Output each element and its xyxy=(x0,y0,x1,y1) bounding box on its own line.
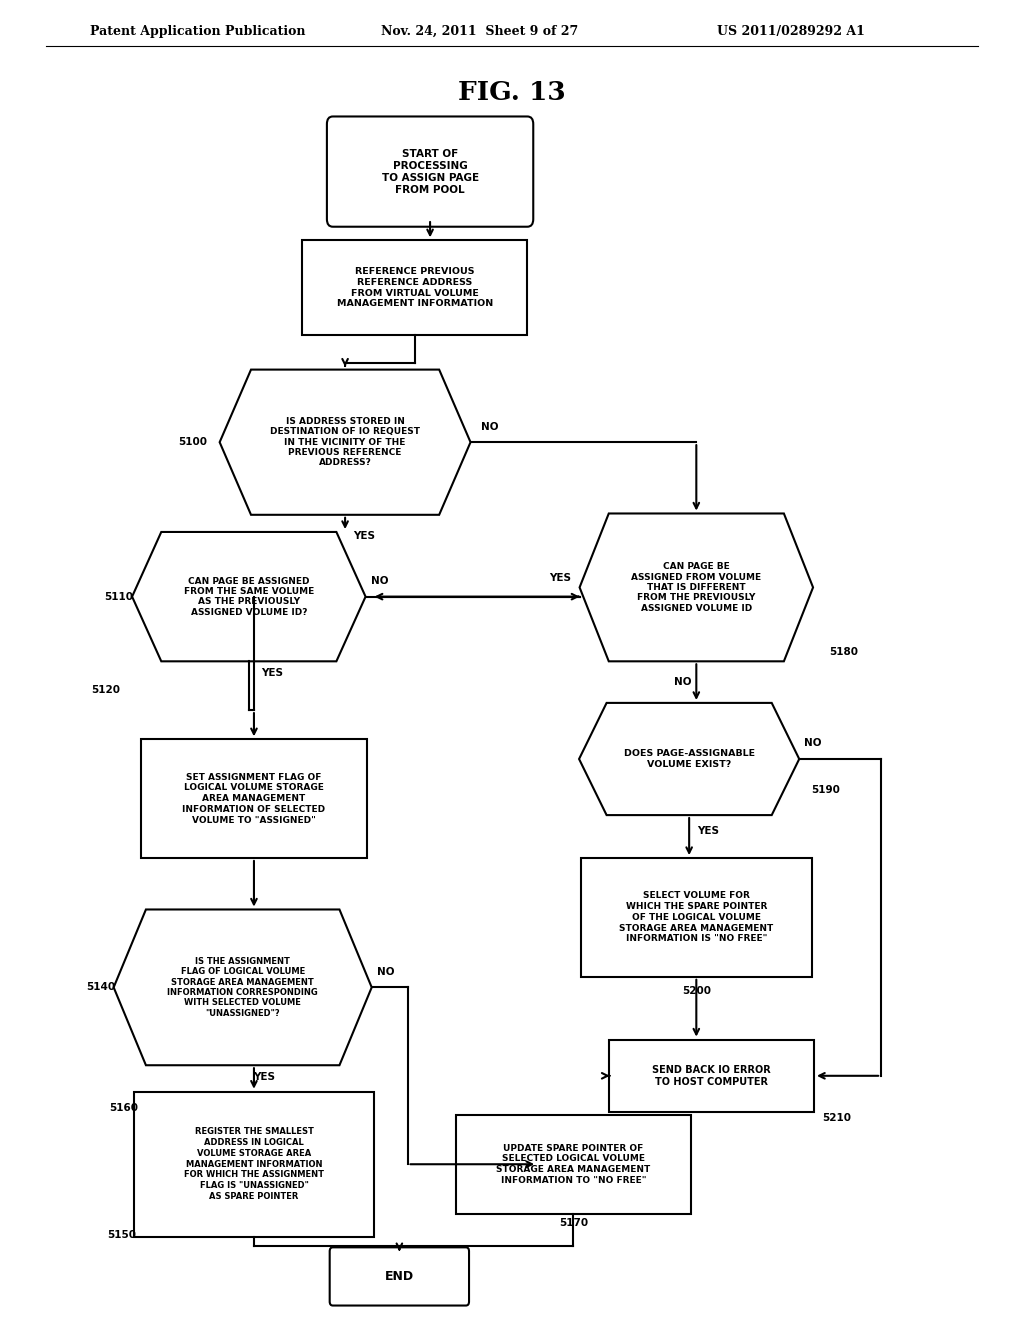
Text: 5170: 5170 xyxy=(559,1218,588,1229)
Bar xyxy=(141,739,367,858)
Text: NO: NO xyxy=(371,576,388,586)
FancyBboxPatch shape xyxy=(327,116,534,227)
Text: 5200: 5200 xyxy=(682,986,711,997)
Text: 5190: 5190 xyxy=(811,785,840,796)
Text: 5110: 5110 xyxy=(104,591,133,602)
Text: SEND BACK IO ERROR
TO HOST COMPUTER: SEND BACK IO ERROR TO HOST COMPUTER xyxy=(652,1065,771,1086)
Text: START OF
PROCESSING
TO ASSIGN PAGE
FROM POOL: START OF PROCESSING TO ASSIGN PAGE FROM … xyxy=(382,149,478,194)
Text: 5140: 5140 xyxy=(87,982,116,993)
Text: NO: NO xyxy=(377,966,394,977)
Text: 5150: 5150 xyxy=(108,1230,136,1241)
Text: NO: NO xyxy=(481,421,499,432)
Text: 5210: 5210 xyxy=(822,1113,851,1123)
Text: DOES PAGE-ASSIGNABLE
VOLUME EXIST?: DOES PAGE-ASSIGNABLE VOLUME EXIST? xyxy=(624,750,755,768)
Text: US 2011/0289292 A1: US 2011/0289292 A1 xyxy=(717,25,864,38)
Bar xyxy=(456,1114,691,1214)
Text: Patent Application Publication: Patent Application Publication xyxy=(90,25,305,38)
Bar xyxy=(302,240,527,335)
Text: UPDATE SPARE POINTER OF
SELECTED LOGICAL VOLUME
STORAGE AREA MANAGEMENT
INFORMAT: UPDATE SPARE POINTER OF SELECTED LOGICAL… xyxy=(497,1143,650,1185)
Bar xyxy=(133,1092,375,1237)
Polygon shape xyxy=(114,909,372,1065)
FancyBboxPatch shape xyxy=(330,1247,469,1305)
Text: YES: YES xyxy=(353,531,375,541)
Polygon shape xyxy=(132,532,366,661)
Text: 5120: 5120 xyxy=(91,685,120,696)
Text: NO: NO xyxy=(674,677,691,688)
Text: 5100: 5100 xyxy=(178,437,207,447)
Bar xyxy=(609,1040,814,1111)
Text: 5160: 5160 xyxy=(110,1102,138,1113)
Text: Nov. 24, 2011  Sheet 9 of 27: Nov. 24, 2011 Sheet 9 of 27 xyxy=(381,25,579,38)
Text: SET ASSIGNMENT FLAG OF
LOGICAL VOLUME STORAGE
AREA MANAGEMENT
INFORMATION OF SEL: SET ASSIGNMENT FLAG OF LOGICAL VOLUME ST… xyxy=(182,772,326,825)
Text: CAN PAGE BE
ASSIGNED FROM VOLUME
THAT IS DIFFERENT
FROM THE PREVIOUSLY
ASSIGNED : CAN PAGE BE ASSIGNED FROM VOLUME THAT IS… xyxy=(631,562,762,612)
Text: YES: YES xyxy=(253,1072,274,1082)
Text: 5180: 5180 xyxy=(829,647,858,657)
Text: FIG. 13: FIG. 13 xyxy=(458,81,566,104)
Polygon shape xyxy=(220,370,471,515)
Text: YES: YES xyxy=(550,573,571,583)
Text: IS ADDRESS STORED IN
DESTINATION OF IO REQUEST
IN THE VICINITY OF THE
PREVIOUS R: IS ADDRESS STORED IN DESTINATION OF IO R… xyxy=(270,417,420,467)
Bar xyxy=(582,858,811,977)
Text: YES: YES xyxy=(261,668,283,678)
Polygon shape xyxy=(580,704,800,814)
Polygon shape xyxy=(580,513,813,661)
Text: END: END xyxy=(385,1270,414,1283)
Text: REGISTER THE SMALLEST
ADDRESS IN LOGICAL
VOLUME STORAGE AREA
MANAGEMENT INFORMAT: REGISTER THE SMALLEST ADDRESS IN LOGICAL… xyxy=(184,1127,324,1201)
Text: SELECT VOLUME FOR
WHICH THE SPARE POINTER
OF THE LOGICAL VOLUME
STORAGE AREA MAN: SELECT VOLUME FOR WHICH THE SPARE POINTE… xyxy=(620,891,773,944)
Text: NO: NO xyxy=(805,738,822,748)
Text: IS THE ASSIGNMENT
FLAG OF LOGICAL VOLUME
STORAGE AREA MANAGEMENT
INFORMATION COR: IS THE ASSIGNMENT FLAG OF LOGICAL VOLUME… xyxy=(167,957,318,1018)
Text: YES: YES xyxy=(697,826,719,836)
Text: REFERENCE PREVIOUS
REFERENCE ADDRESS
FROM VIRTUAL VOLUME
MANAGEMENT INFORMATION: REFERENCE PREVIOUS REFERENCE ADDRESS FRO… xyxy=(337,267,493,309)
Text: CAN PAGE BE ASSIGNED
FROM THE SAME VOLUME
AS THE PREVIOUSLY
ASSIGNED VOLUME ID?: CAN PAGE BE ASSIGNED FROM THE SAME VOLUM… xyxy=(183,577,314,616)
